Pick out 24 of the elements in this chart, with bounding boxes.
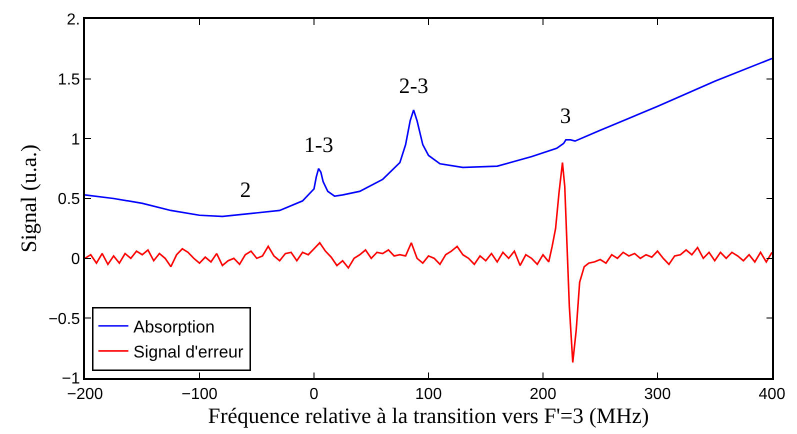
x-tick-label: −100 [181,386,218,403]
annotation: 1-3 [304,132,334,157]
legend-label: Absorption [133,318,215,336]
x-axis-title: Fréquence relative à la transition vers F'=3 (MHz) [208,402,649,428]
y-tick-label: 0.5 [58,191,80,208]
y-tick-label: 1 [71,131,80,148]
x-tick-label: 400 [758,386,786,403]
line-series [85,58,772,218]
legend-label: Signal d'erreur [133,342,244,362]
annotation: 3 [560,103,571,128]
x-tick-label: −200 [66,386,104,403]
y-tick-label: −1 [62,370,80,388]
line-series [85,162,772,364]
y-axis-title: Signal (u.a.) [16,144,41,253]
x-tick-label: 0 [310,386,319,403]
annotation: 2 [240,177,251,202]
y-tick-label: 0 [71,250,80,268]
annotation: 2-3 [399,73,428,98]
x-tick-label: 100 [415,386,442,403]
y-tick-label: 1.5 [58,71,80,88]
x-tick-label: 300 [644,386,671,403]
y-tick-label: −0.5 [48,310,80,328]
x-tick-label: 200 [530,386,556,403]
y-tick-label: 2. [66,12,80,29]
